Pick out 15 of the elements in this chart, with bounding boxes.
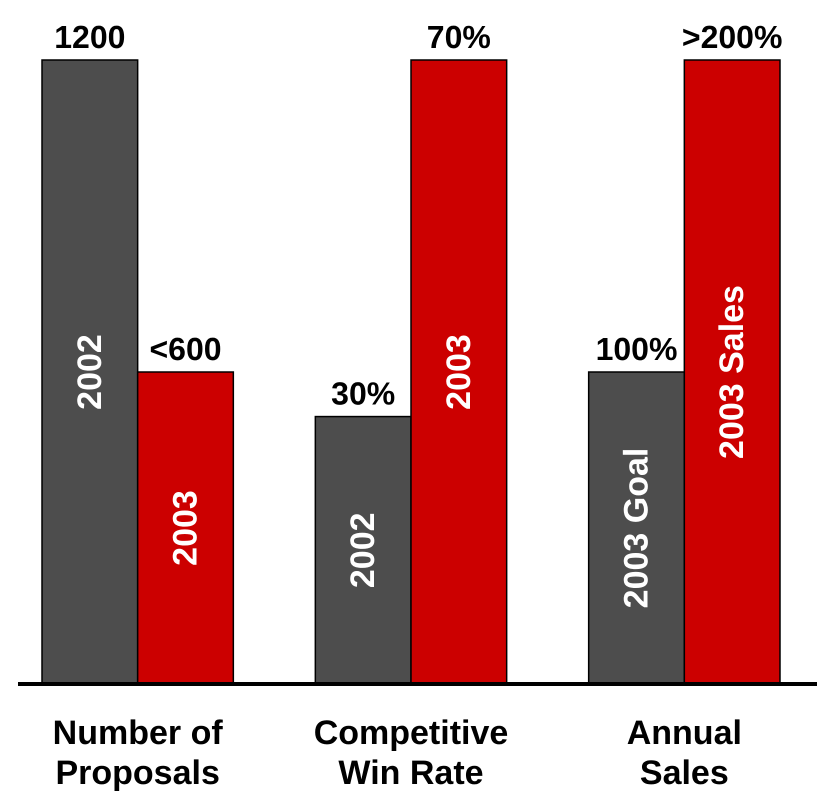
x-tick-label: 2003 bbox=[166, 490, 204, 566]
data-label: 30% bbox=[331, 376, 396, 412]
data-label: 1200 bbox=[54, 19, 126, 55]
x-axis-title: Annual Sales bbox=[626, 714, 742, 792]
x-axis-title: Number of Proposals bbox=[52, 714, 224, 792]
x-tick-label: 2002 bbox=[344, 512, 382, 588]
data-label: 70% bbox=[426, 19, 491, 55]
data-label: <600 bbox=[149, 331, 222, 367]
x-tick-label: 2003 bbox=[440, 334, 478, 410]
data-label: >200% bbox=[682, 19, 782, 55]
x-tick-label: 2002 bbox=[70, 334, 109, 410]
x-tick-label: 2003 Sales bbox=[713, 285, 752, 459]
data-label: 100% bbox=[596, 331, 678, 367]
x-axis-title: Competitive Win Rate bbox=[314, 714, 508, 792]
x-tick-label: 2003 Goal bbox=[618, 448, 656, 608]
